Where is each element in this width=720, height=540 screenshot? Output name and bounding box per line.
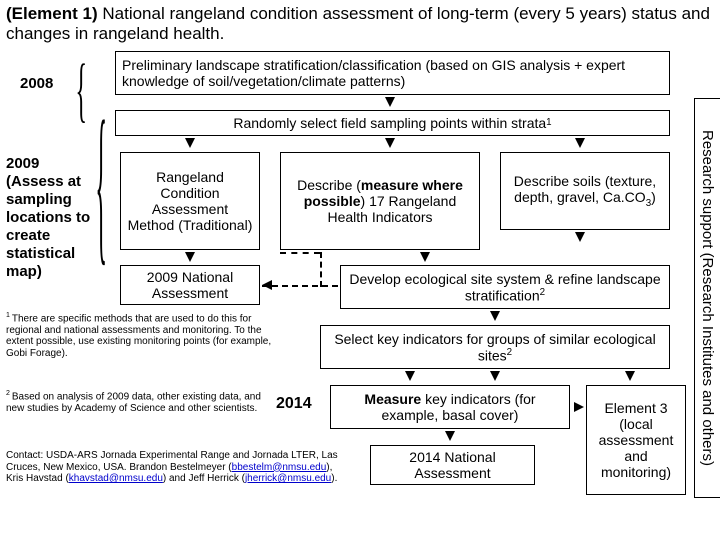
year-2008-label: 2008: [20, 75, 53, 92]
footnote2-text: Based on analysis of 2009 data, other ex…: [6, 391, 261, 414]
research-support-sidebar: Research support (Research Institutes an…: [694, 98, 720, 498]
arrow-down-icon: [575, 138, 585, 148]
contact-text-c: ) and Jeff Herrick (: [163, 473, 245, 484]
sup-1: 1: [546, 117, 551, 128]
box-describe-measure: Describe (measure where possible) 17 Ran…: [280, 152, 480, 250]
arrow-left-icon: [262, 280, 272, 290]
arrow-down-icon: [385, 138, 395, 148]
arrow-down-icon: [490, 311, 500, 321]
box-random-select: Randomly select field sampling points wi…: [115, 110, 670, 136]
arrow-right-icon: [574, 402, 584, 412]
title-rest: National rangeland condition assessment …: [6, 4, 710, 43]
describe-measure-text: Describe (measure where possible) 17 Ran…: [287, 177, 473, 225]
dashed-line: [280, 252, 320, 254]
selectkey-text: Select key indicators for groups of simi…: [327, 331, 663, 364]
contact-text-d: ).: [331, 473, 337, 484]
box-develop-ecological: Develop ecological site system & refine …: [340, 265, 670, 309]
footnote-contact: Contact: USDA-ARS Jornada Experimental R…: [6, 450, 346, 485]
dashed-line: [262, 285, 338, 287]
brace-2008: {: [75, 50, 87, 132]
brace-2009: {: [95, 85, 107, 285]
footnote-1: 1 There are specific methods that are us…: [6, 312, 282, 359]
footnote-2: 2 Based on analysis of 2009 data, other …: [6, 390, 266, 414]
email-link-2[interactable]: khavstad@nmsu.edu: [69, 473, 163, 484]
footnote1-text: There are specific methods that are used…: [6, 313, 271, 359]
box-rca: Rangeland Condition Assessment Method (T…: [120, 152, 260, 250]
arrow-down-icon: [625, 371, 635, 381]
arrow-down-icon: [420, 252, 430, 262]
title-element: (Element 1): [6, 4, 98, 23]
box-2014-assessment: 2014 National Assessment: [370, 445, 535, 485]
arrow-down-icon: [490, 371, 500, 381]
arrow-down-icon: [405, 371, 415, 381]
arrow-down-icon: [385, 97, 395, 107]
random-text: Randomly select field sampling points wi…: [233, 115, 546, 131]
develop-text: Develop ecological site system & refine …: [347, 271, 663, 304]
box-preliminary: Preliminary landscape stratification/cla…: [115, 51, 670, 95]
box-measure-key: Measure key indicators (for example, bas…: [330, 385, 570, 429]
page-title: (Element 1) National rangeland condition…: [0, 0, 720, 45]
arrow-down-icon: [185, 252, 195, 262]
email-link-1[interactable]: bbestelm@nmsu.edu: [232, 462, 327, 473]
arrow-down-icon: [185, 138, 195, 148]
arrow-down-icon: [445, 431, 455, 441]
box-2009-assessment: 2009 National Assessment: [120, 265, 260, 305]
arrow-down-icon: [575, 232, 585, 242]
dashed-line: [320, 252, 322, 287]
year-2009-label: 2009(Assess at sampling locations to cre…: [6, 155, 91, 281]
soils-text: Describe soils (texture, depth, gravel, …: [507, 173, 663, 209]
email-link-3[interactable]: jherrick@nmsu.edu: [245, 473, 331, 484]
box-element-3: Element 3 (local assessment and monitori…: [586, 385, 686, 495]
box-select-key: Select key indicators for groups of simi…: [320, 325, 670, 369]
measure-text: Measure key indicators (for example, bas…: [337, 391, 563, 423]
year-2014-label: 2014: [276, 395, 312, 413]
box-describe-soils: Describe soils (texture, depth, gravel, …: [500, 152, 670, 230]
